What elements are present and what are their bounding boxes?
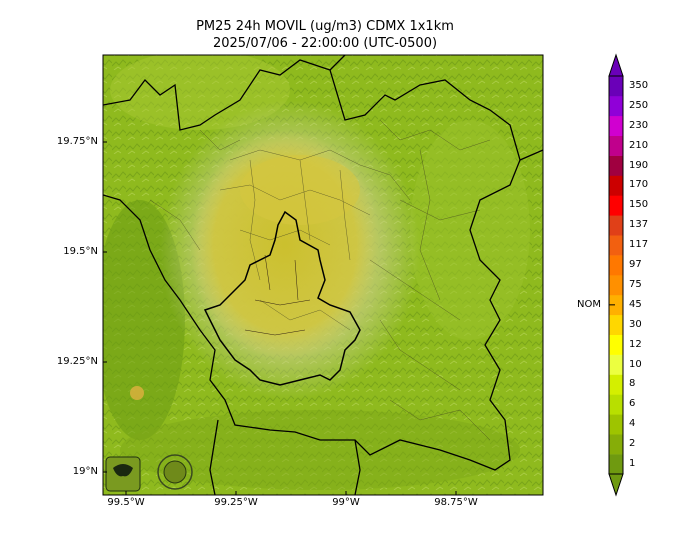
colorbar-segment [609, 414, 623, 435]
colorbar-segment [609, 275, 623, 296]
colorbar-label: 4 [629, 418, 636, 430]
colorbar-extend-bottom [608, 473, 624, 497]
lat-label: 19°N [72, 466, 98, 477]
map-area [103, 55, 543, 495]
colorbar-segment [609, 235, 623, 256]
colorbar-label: 117 [629, 239, 649, 251]
hotspot [130, 386, 144, 400]
colorbar-label: 150 [629, 199, 649, 211]
colorbar-segment [609, 314, 623, 335]
colorbar-segment [609, 255, 623, 276]
colorbar-segment [609, 294, 623, 316]
colorbar-label: 350 [629, 79, 649, 91]
colorbar-label: 210 [629, 139, 649, 151]
colorbar-segment [609, 454, 623, 475]
cdmx-borough-boundaries [244, 254, 311, 336]
lon-label: 98.75°W [434, 497, 478, 508]
colorbar-segment [609, 195, 623, 216]
colorbar-label: 30 [629, 318, 642, 330]
colorbar-segment [609, 434, 623, 455]
lat-label: 19.5°N [63, 246, 98, 257]
colorbar-label: 2 [629, 438, 636, 450]
colorbar-segment [609, 76, 623, 97]
colorbar-segment [609, 155, 623, 176]
map-title-line2: 2025/07/06 - 22:00:00 (UTC-0500) [212, 36, 438, 51]
lon-label: 99°W [332, 497, 360, 508]
colorbar-segment [609, 175, 623, 196]
colorbar-label: 190 [629, 159, 649, 171]
colorbar-label: 45 [629, 298, 642, 310]
lat-label: 19.75°N [56, 136, 98, 147]
colorbar-label: 1 [629, 458, 636, 470]
colorbar-label: 10 [629, 358, 642, 370]
colorbar-segment [609, 354, 623, 375]
colorbar-segment [609, 95, 623, 117]
colorbar-extend-top [608, 53, 624, 77]
colorbar-segment [609, 334, 623, 355]
map-frame [102, 54, 544, 496]
colorbar-frame [608, 75, 624, 475]
colorbar-label: 97 [629, 259, 642, 271]
sedema-logo-mark [113, 464, 133, 477]
cdmx-seal [157, 454, 193, 490]
axis-ticks [103, 141, 457, 495]
lat-label: 19.25°N [56, 356, 98, 367]
colorbar-segment [609, 394, 623, 415]
lon-label: 99.25°W [214, 497, 258, 508]
colorbar-segment [609, 135, 623, 156]
colorbar-label: 6 [629, 398, 636, 410]
map-title-line1: PM25 24h MOVIL (ug/m3) CDMX 1x1km [196, 19, 454, 34]
nom-label: NOM [577, 298, 601, 310]
colorbar-segment [609, 215, 623, 236]
lon-label: 99.5°W [107, 497, 145, 508]
colorbar-label: 12 [629, 338, 642, 350]
colorbar-label: 250 [629, 99, 649, 111]
colorbar-label: 137 [629, 219, 649, 231]
colorbar-segment [609, 115, 623, 136]
cdmx-boundary [203, 210, 361, 386]
colorbar-label: 230 [629, 119, 649, 131]
colorbar [608, 53, 624, 497]
colorbar-label: 8 [629, 378, 636, 390]
colorbar-label: 170 [629, 179, 649, 191]
colorbar-label: 75 [629, 278, 642, 290]
colorbar-segment [609, 374, 623, 395]
municipal-boundaries [149, 119, 491, 441]
state-boundaries [103, 55, 543, 495]
